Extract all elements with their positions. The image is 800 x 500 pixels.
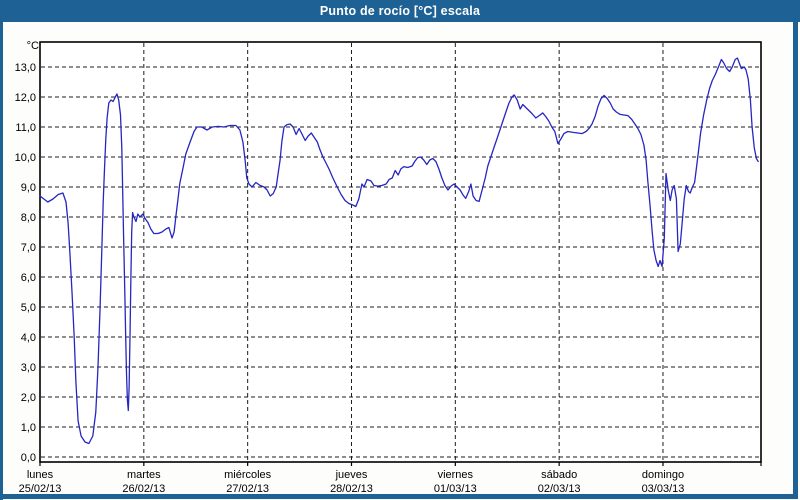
y-axis-tick-label: 10,0 bbox=[15, 152, 36, 164]
y-axis-tick-label: 7,0 bbox=[21, 242, 36, 254]
plot-border bbox=[39, 41, 762, 463]
title-bar: Punto de rocío [°C] escala bbox=[0, 0, 800, 22]
y-axis-unit-label: °C bbox=[27, 40, 39, 52]
y-axis-tick-label: 8,0 bbox=[21, 212, 36, 224]
x-axis-day-label: lunes bbox=[27, 469, 54, 481]
x-axis-date-label: 03/03/13 bbox=[642, 483, 685, 495]
y-axis-tick-label: 4,0 bbox=[21, 332, 36, 344]
window-border-bottom bbox=[0, 494, 798, 499]
plot-area bbox=[40, 42, 761, 462]
x-axis-day-label: domingo bbox=[642, 469, 684, 481]
x-axis-day-label: miércoles bbox=[224, 469, 272, 481]
y-axis-tick-label: 0,0 bbox=[21, 452, 36, 464]
x-axis-date-label: 01/03/13 bbox=[434, 483, 477, 495]
y-axis-tick-label: 1,0 bbox=[21, 422, 36, 434]
x-axis-day-label: jueves bbox=[335, 469, 368, 481]
x-axis-day-label: viernes bbox=[438, 469, 474, 481]
y-axis-tick-label: 13,0 bbox=[15, 62, 36, 74]
x-axis-date-label: 28/02/13 bbox=[330, 483, 373, 495]
y-axis-tick-label: 2,0 bbox=[21, 392, 36, 404]
y-axis-tick-label: 6,0 bbox=[21, 272, 36, 284]
y-axis-tick-label: 9,0 bbox=[21, 182, 36, 194]
y-axis-tick-label: 5,0 bbox=[21, 302, 36, 314]
x-axis-date-label: 25/02/13 bbox=[19, 483, 62, 495]
y-axis-tick-label: 12,0 bbox=[15, 92, 36, 104]
x-axis-date-label: 02/03/13 bbox=[538, 483, 581, 495]
window-border-right bbox=[793, 22, 798, 494]
x-axis-day-label: martes bbox=[127, 469, 161, 481]
window-border-left bbox=[0, 22, 3, 500]
y-axis-tick-label: 3,0 bbox=[21, 362, 36, 374]
x-axis-date-label: 27/02/13 bbox=[226, 483, 269, 495]
x-axis-date-label: 26/02/13 bbox=[122, 483, 165, 495]
dew-point-series-line bbox=[39, 57, 759, 445]
y-axis-tick-label: 11,0 bbox=[15, 122, 36, 134]
x-axis-day-label: sábado bbox=[541, 469, 577, 481]
window-title: Punto de rocío [°C] escala bbox=[319, 4, 481, 18]
